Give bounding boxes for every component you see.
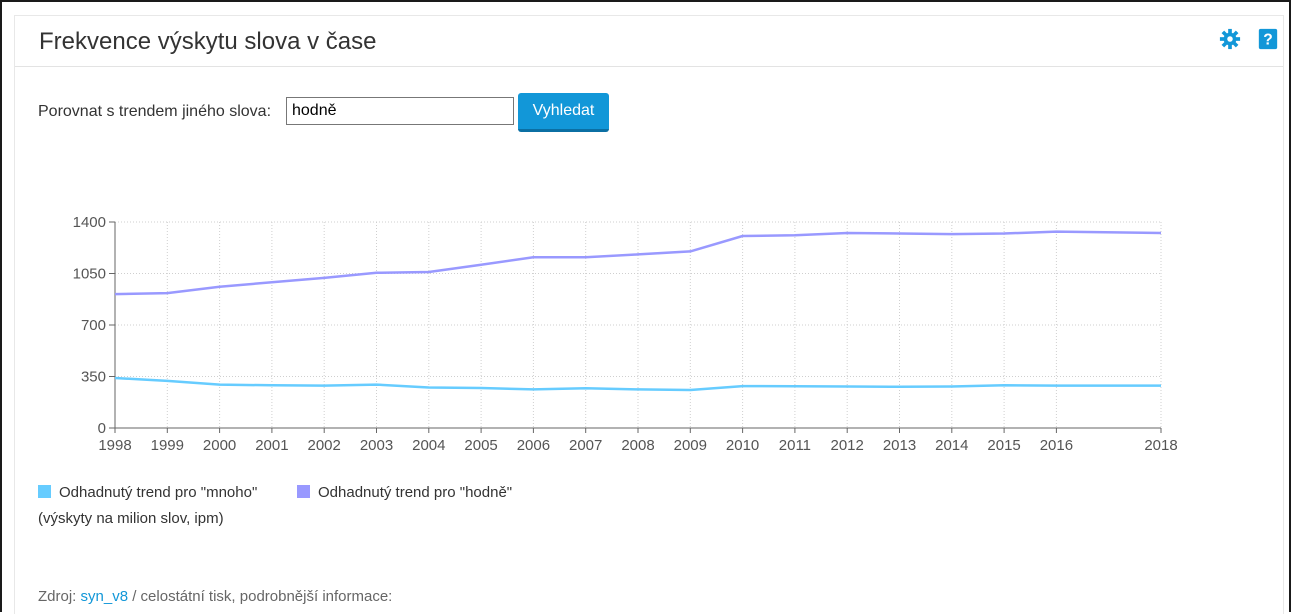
x-tick-label: 2004 bbox=[412, 437, 445, 454]
x-tick-label: 2012 bbox=[831, 437, 864, 454]
x-tick-label: 2003 bbox=[360, 437, 393, 454]
compare-word-input[interactable] bbox=[286, 97, 514, 125]
panel-body bbox=[14, 66, 1284, 614]
page-title: Frekvence výskytu slova v čase bbox=[39, 28, 377, 55]
panel-header: Frekvence výskytu slova v čase ? bbox=[14, 15, 1284, 67]
x-tick-label: 2011 bbox=[779, 437, 811, 454]
x-tick-label: 1999 bbox=[151, 437, 184, 454]
y-tick-label: 0 bbox=[98, 420, 106, 437]
search-button[interactable]: Vyhledat bbox=[518, 93, 609, 132]
y-tick-label: 700 bbox=[81, 317, 106, 334]
x-tick-label: 2001 bbox=[255, 437, 288, 454]
x-tick-label: 2014 bbox=[935, 437, 968, 454]
y-tick-label: 350 bbox=[81, 369, 106, 386]
legend-label-hodne: Odhadnutý trend pro "hodně" bbox=[318, 484, 513, 501]
legend-item-mnoho[interactable]: Odhadnutý trend pro "mnoho" bbox=[38, 484, 257, 501]
x-tick-label: 2008 bbox=[621, 437, 654, 454]
x-tick-label: 1998 bbox=[98, 437, 131, 454]
source-suffix: / celostátní tisk, podrobnější informace… bbox=[132, 588, 393, 605]
svg-text:?: ? bbox=[1263, 32, 1273, 49]
x-tick-label: 2015 bbox=[987, 437, 1020, 454]
y-tick-label: 1050 bbox=[73, 266, 106, 283]
x-tick-label: 2016 bbox=[1040, 437, 1073, 454]
legend-item-hodne[interactable]: Odhadnutý trend pro "hodně" bbox=[297, 484, 512, 501]
units-note: (výskyty na milion slov, ipm) bbox=[38, 510, 224, 527]
series-line-mnoho bbox=[114, 376, 1161, 392]
chart-series bbox=[114, 230, 1162, 392]
trend-chart: 0 350 700 1050 1400 1998 1999 2000 2001 2002 2003 2… bbox=[73, 214, 1178, 454]
x-tick-label: 2009 bbox=[674, 437, 707, 454]
x-tick-label: 2002 bbox=[308, 437, 341, 454]
legend-swatch-hodne bbox=[297, 485, 310, 498]
chart-axes: 0 350 700 1050 1400 1998 1999 2000 2001 2002 2003 2… bbox=[73, 214, 1178, 454]
series-line-hodne bbox=[114, 230, 1162, 296]
source-prefix: Zdroj: bbox=[38, 588, 77, 605]
legend-label-mnoho: Odhadnutý trend pro "mnoho" bbox=[59, 484, 258, 501]
legend-swatch-mnoho bbox=[38, 485, 51, 498]
corpus-link[interactable]: syn_v8 bbox=[80, 588, 129, 605]
gear-icon[interactable] bbox=[1219, 28, 1241, 50]
x-tick-label: 2006 bbox=[517, 437, 550, 454]
compare-label: Porovnat s trendem jiného slova: bbox=[38, 103, 272, 120]
x-tick-label: 2013 bbox=[883, 437, 916, 454]
x-tick-label: 2000 bbox=[203, 437, 236, 454]
help-icon[interactable]: ? bbox=[1257, 28, 1279, 50]
source-line: Zdroj: syn_v8 / celostátní tisk, podrobn… bbox=[38, 588, 392, 605]
x-tick-label: 2007 bbox=[569, 437, 602, 454]
x-tick-label: 2010 bbox=[726, 437, 759, 454]
x-tick-label: 2005 bbox=[464, 437, 497, 454]
chart-grid bbox=[114, 221, 1162, 429]
y-tick-label: 1400 bbox=[73, 214, 106, 231]
x-tick-label: 2018 bbox=[1144, 437, 1177, 454]
